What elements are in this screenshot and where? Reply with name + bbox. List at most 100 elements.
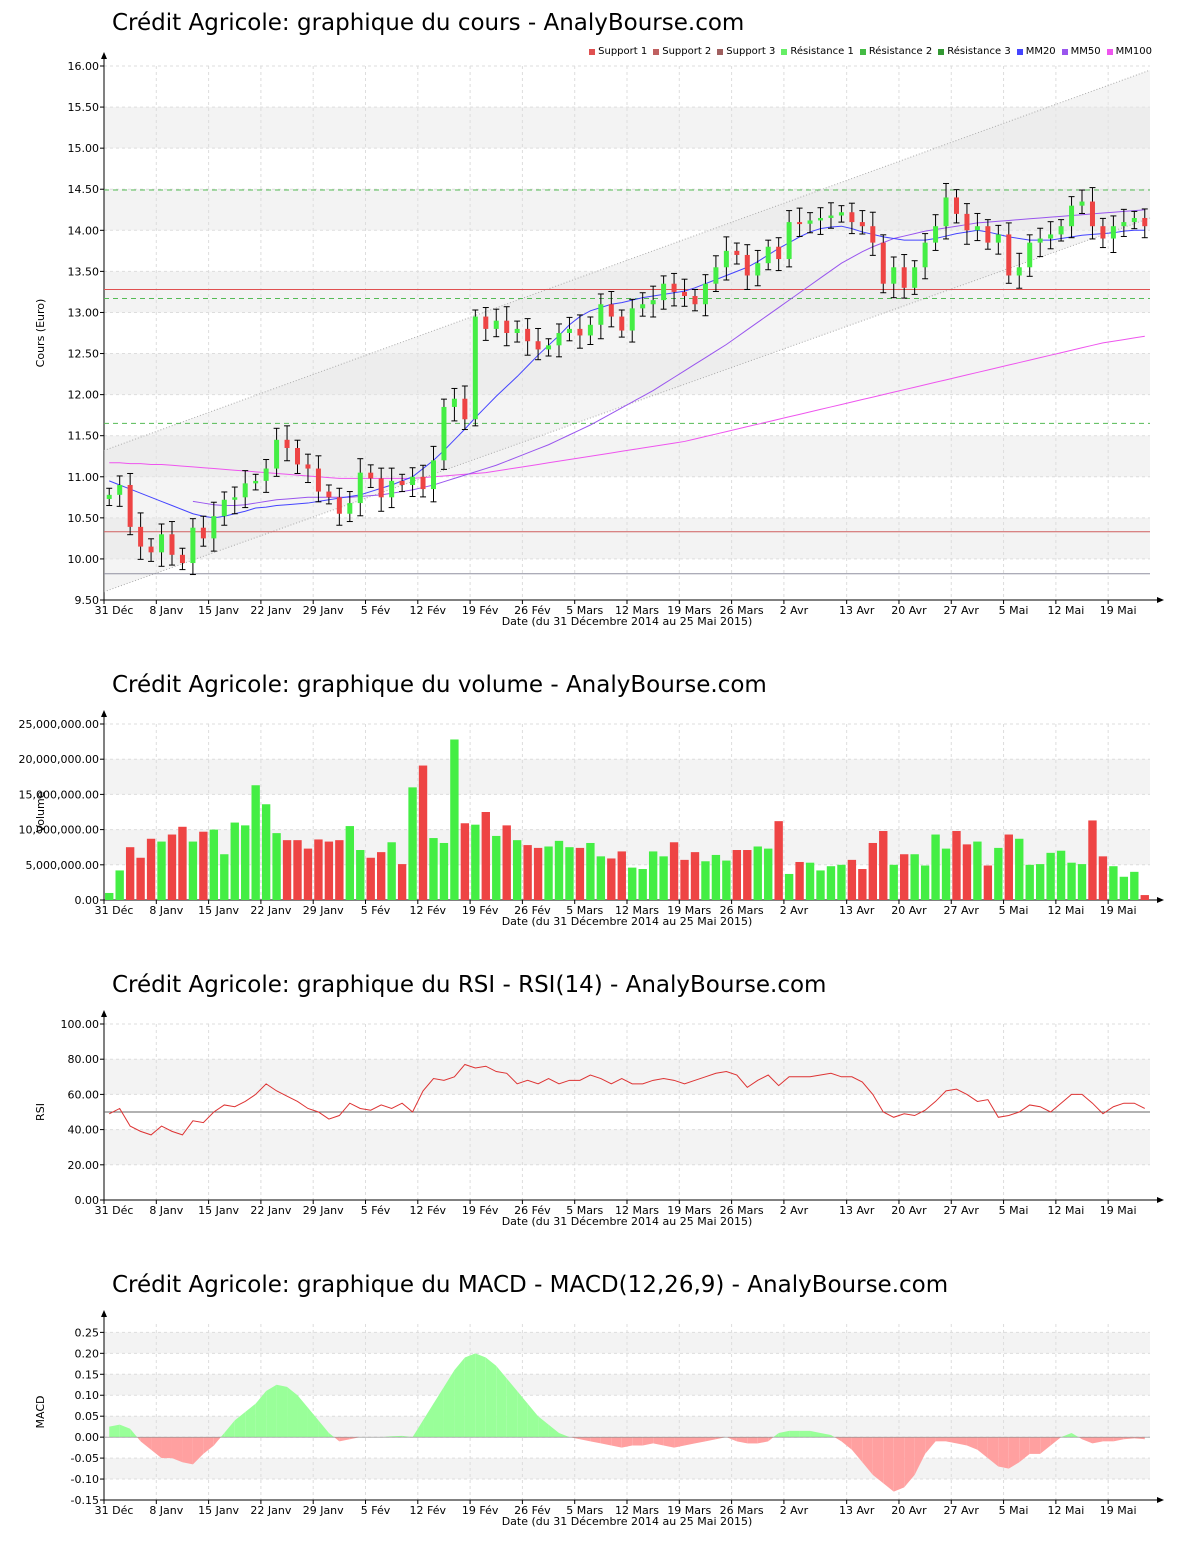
candle-body <box>1058 226 1064 235</box>
x-tick-label: 13 Avr <box>839 1204 875 1217</box>
candle-body <box>619 316 625 331</box>
volume-bar <box>1109 866 1118 900</box>
candle-body <box>148 546 154 553</box>
x-tick-label: 26 Mars <box>720 1204 764 1217</box>
volume-bar <box>387 842 396 900</box>
volume-bar <box>586 842 595 900</box>
macd-area-segment <box>130 1428 138 1438</box>
candle-body <box>661 283 667 301</box>
macd-area-segment <box>464 1353 476 1438</box>
candle-body <box>587 324 593 336</box>
x-tick-label: 5 Mai <box>999 1504 1029 1517</box>
y-tick-label: 14.50 <box>68 183 100 196</box>
macd-area-segment <box>485 1357 497 1438</box>
y-tick-label: 0.00 <box>75 1431 100 1444</box>
volume-bar <box>680 859 689 900</box>
volume-bar <box>764 848 773 900</box>
macd-area-segment <box>726 1437 737 1442</box>
candle-body <box>702 283 708 305</box>
candle-body <box>964 213 970 231</box>
x-axis-label: Date (du 31 Décembre 2014 au 25 Mai 2015… <box>502 1515 753 1528</box>
candle-body <box>295 448 301 465</box>
volume-bar <box>1046 852 1055 900</box>
volume-bar <box>230 822 239 900</box>
candle-body <box>692 296 698 305</box>
candle-body <box>682 291 688 297</box>
volume-bar <box>1067 862 1076 900</box>
x-tick-label: 27 Avr <box>944 604 980 617</box>
legend-item: Résistance 2 <box>859 46 932 57</box>
y-tick-label: 12.50 <box>68 348 100 361</box>
x-tick-label: 19 Mai <box>1100 1204 1137 1217</box>
x-tick-label: 20 Avr <box>891 1204 927 1217</box>
candle-body <box>1131 217 1137 223</box>
volume-bar <box>659 856 668 900</box>
candle-body <box>838 212 844 216</box>
x-tick-label: 5 Fév <box>361 904 391 917</box>
macd-area-segment <box>1082 1437 1093 1444</box>
macd-area-segment <box>1113 1437 1124 1442</box>
y-tick-label: 5,000,000.00 <box>26 859 99 872</box>
x-tick-label: 19 Mars <box>667 904 711 917</box>
macd-area-segment <box>506 1378 518 1438</box>
volume-bar <box>303 848 313 900</box>
x-tick-label: 31 Déc <box>95 604 134 617</box>
macd-area-segment <box>632 1437 643 1446</box>
volume-bar <box>450 739 459 900</box>
macd-area-segment <box>496 1365 507 1438</box>
candle-body <box>1027 242 1033 268</box>
x-tick-label: 29 Janv <box>303 1204 344 1217</box>
mm100-line <box>109 335 1145 479</box>
candle-body <box>629 308 635 331</box>
macd-area-segment <box>443 1370 455 1438</box>
y-tick-label: -0.10 <box>71 1473 99 1486</box>
x-tick-label: 8 Janv <box>149 904 183 917</box>
x-axis-arrow <box>1157 897 1164 903</box>
x-tick-label: 2 Avr <box>780 904 809 917</box>
y-tick-label: -0.05 <box>71 1452 99 1465</box>
legend-swatch <box>1016 48 1023 55</box>
x-tick-label: 15 Janv <box>198 1204 239 1217</box>
macd-area-segment <box>1078 1437 1083 1440</box>
x-tick-label: 22 Janv <box>250 604 291 617</box>
volume-bar <box>125 847 135 900</box>
volume-bar <box>261 804 271 900</box>
candle-body <box>274 439 280 469</box>
volume-bar <box>115 870 124 900</box>
candle-body <box>1016 267 1022 276</box>
price-legend: Support 1 Support 2 Support 3 Résistance 1 R… <box>589 46 1152 57</box>
candle-body <box>880 242 886 284</box>
y-tick-label: 0.00 <box>75 1194 100 1207</box>
candle-body <box>755 263 761 276</box>
candle-body <box>870 226 876 243</box>
x-tick-label: 12 Mars <box>615 1504 659 1517</box>
x-tick-label: 12 Fév <box>410 1204 447 1217</box>
candle-body <box>650 300 656 305</box>
candle-body <box>535 341 541 350</box>
y-tick-label: 40.00 <box>68 1124 100 1137</box>
legend-label: MM100 <box>1115 46 1152 57</box>
macd-area-segment <box>851 1437 863 1463</box>
volume-bar <box>774 821 783 900</box>
candle-body <box>797 222 803 225</box>
macd-area-segment <box>297 1395 308 1438</box>
volume-bar <box>910 854 919 900</box>
volume-bar <box>178 826 187 900</box>
volume-bar <box>157 841 166 900</box>
candle-body <box>169 534 175 555</box>
macd-area-segment <box>590 1437 601 1444</box>
macd-area-segment <box>956 1437 967 1446</box>
y-tick-label: 10.00 <box>68 553 100 566</box>
macd-area-segment <box>773 1432 779 1438</box>
macd-area-segment <box>579 1437 591 1442</box>
candle-body <box>253 480 259 484</box>
x-tick-label: 5 Mars <box>566 1504 603 1517</box>
x-tick-label: 20 Avr <box>891 904 927 917</box>
volume-bar <box>146 838 156 900</box>
trend-channel <box>104 70 1150 592</box>
volume-bar <box>753 846 762 900</box>
macd-area-segment <box>705 1437 716 1442</box>
macd-area-segment <box>674 1437 685 1448</box>
x-tick-label: 5 Mars <box>566 1204 603 1217</box>
candle-body <box>995 234 1001 243</box>
